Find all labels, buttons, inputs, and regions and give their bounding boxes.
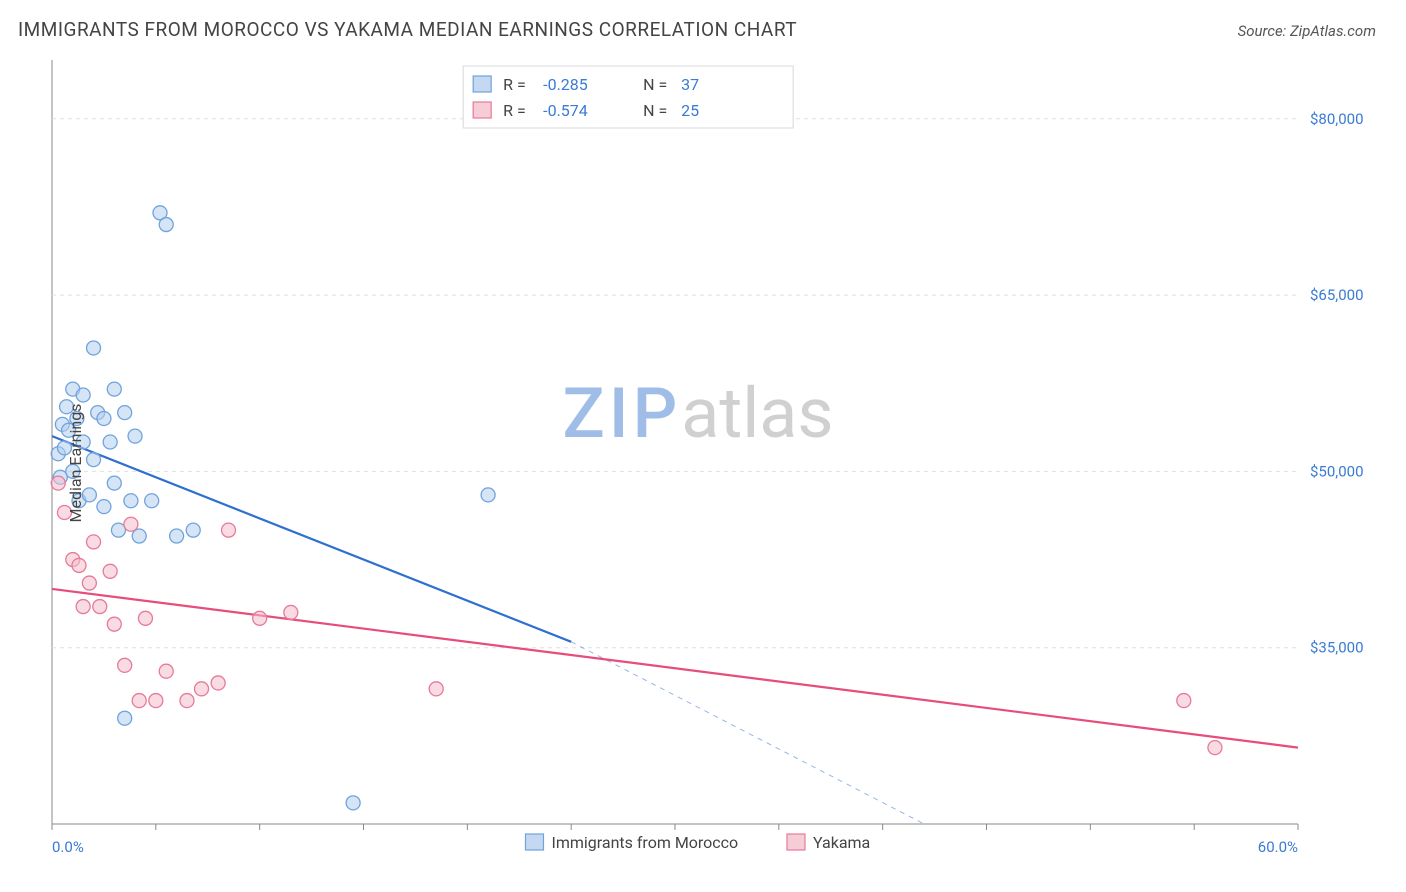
data-point — [51, 476, 65, 490]
data-point — [346, 796, 360, 810]
scatter-chart: $35,000 $50,000 $65,000 $80,000 0.0% 60.0% R =… — [18, 52, 1378, 874]
y-tick-label: $65,000 — [1310, 286, 1364, 304]
data-point — [128, 429, 142, 443]
data-point — [87, 341, 101, 355]
legend-n-label: N = — [643, 101, 667, 120]
data-point — [82, 576, 96, 590]
data-point — [107, 617, 121, 631]
legend-swatch — [787, 834, 805, 850]
legend-series-label: Yakama — [813, 833, 870, 852]
trend-line-ext — [571, 642, 924, 824]
data-point — [118, 406, 132, 420]
chart-source: Source: ZipAtlas.com — [1238, 22, 1376, 40]
y-tick-label: $50,000 — [1310, 462, 1364, 480]
data-point — [124, 517, 138, 531]
data-point — [253, 611, 267, 625]
data-point — [429, 682, 443, 696]
data-point — [284, 605, 298, 619]
legend-n-value: 37 — [681, 75, 699, 94]
legend-swatch — [473, 102, 491, 118]
data-point — [180, 694, 194, 708]
trend-line — [52, 436, 571, 642]
data-point — [211, 676, 225, 690]
data-point — [145, 494, 159, 508]
data-point — [159, 218, 173, 232]
data-point — [103, 435, 117, 449]
legend-swatch — [525, 834, 543, 850]
data-point — [1177, 694, 1191, 708]
y-tick-label: $80,000 — [1310, 110, 1364, 128]
data-point — [118, 711, 132, 725]
chart-title: IMMIGRANTS FROM MOROCCO VS YAKAMA MEDIAN… — [18, 18, 797, 41]
legend-r-value: -0.574 — [543, 101, 588, 120]
y-tick-label: $35,000 — [1310, 639, 1364, 657]
legend-series-label: Immigrants from Morocco — [551, 833, 738, 852]
legend-swatch — [473, 76, 491, 92]
data-point — [72, 558, 86, 572]
data-point — [138, 611, 152, 625]
data-point — [103, 564, 117, 578]
chart-header: IMMIGRANTS FROM MOROCCO VS YAKAMA MEDIAN… — [0, 0, 1406, 49]
legend-r-label: R = — [503, 101, 526, 120]
data-point — [87, 453, 101, 467]
trend-line — [52, 589, 1298, 748]
data-point — [107, 382, 121, 396]
data-point — [132, 694, 146, 708]
data-point — [481, 488, 495, 502]
data-point — [97, 411, 111, 425]
data-point — [97, 500, 111, 514]
x-end-label: 60.0% — [1258, 838, 1298, 856]
data-point — [93, 600, 107, 614]
data-point — [149, 694, 163, 708]
legend-n-label: N = — [643, 75, 667, 94]
data-point — [107, 476, 121, 490]
legend-r-label: R = — [503, 75, 526, 94]
x-start-label: 0.0% — [52, 838, 84, 856]
chart-area: Median Earnings ZIPatlas $35,000$50,000$… — [18, 52, 1378, 874]
data-point — [159, 664, 173, 678]
data-point — [170, 529, 184, 543]
legend-r-value: -0.285 — [543, 75, 588, 94]
legend-n-value: 25 — [681, 101, 699, 120]
data-point — [186, 523, 200, 537]
data-point — [118, 658, 132, 672]
data-point — [132, 529, 146, 543]
data-point — [222, 523, 236, 537]
data-point — [87, 535, 101, 549]
y-axis-label: Median Earnings — [66, 404, 85, 523]
data-point — [195, 682, 209, 696]
data-point — [76, 600, 90, 614]
data-point — [124, 494, 138, 508]
data-point — [76, 388, 90, 402]
data-point — [1208, 741, 1222, 755]
